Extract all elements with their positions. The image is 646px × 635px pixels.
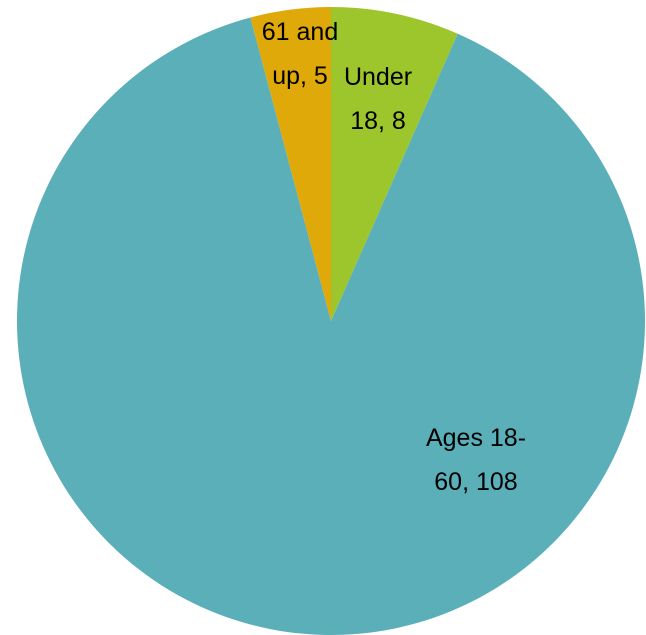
- data-label: Ages 18-60, 108: [425, 424, 527, 496]
- data-label: Under 18, 8: [343, 63, 413, 135]
- pie-slice: [331, 7, 458, 321]
- pie-slice: [250, 6, 331, 321]
- pie-slice: [16, 17, 645, 635]
- data-label: 61 and up, 5: [261, 18, 339, 90]
